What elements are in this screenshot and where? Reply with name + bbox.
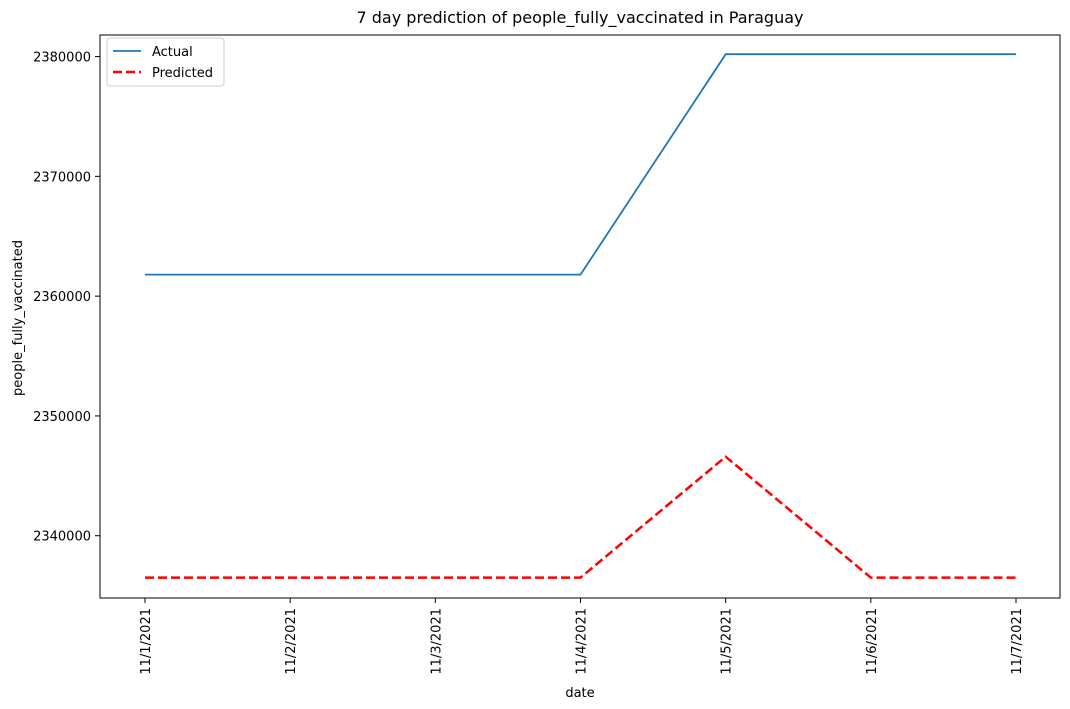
x-tick-label: 11/3/2021 — [429, 608, 444, 675]
x-tick-label: 11/1/2021 — [139, 608, 154, 675]
x-tick-label: 11/5/2021 — [720, 608, 735, 675]
x-tick-label: 11/4/2021 — [575, 608, 590, 675]
y-tick-label: 2350000 — [33, 410, 91, 425]
x-tick-label: 11/2/2021 — [284, 608, 299, 675]
axes: 2340000 2350000 2360000 2370000 2380000 11/1/… — [33, 34, 1061, 675]
chart-title: 7 day prediction of people_fully_vaccina… — [357, 8, 804, 28]
legend: Actual Predicted — [106, 37, 225, 87]
y-axis-label: people_fully_vaccinated — [11, 240, 26, 396]
y-tick-label: 2370000 — [33, 170, 91, 185]
x-tick-label: 11/6/2021 — [865, 608, 880, 675]
y-tick-label: 2340000 — [33, 530, 91, 545]
y-tick-label: 2380000 — [33, 51, 91, 66]
x-axis-label: date — [565, 686, 594, 701]
legend-label-predicted: Predicted — [152, 66, 213, 81]
x-tick-label: 11/7/2021 — [1010, 608, 1025, 675]
plot-area — [144, 53, 1017, 579]
legend-box — [106, 37, 225, 87]
y-tick-label: 2360000 — [33, 290, 91, 305]
legend-label-actual: Actual — [152, 45, 193, 60]
